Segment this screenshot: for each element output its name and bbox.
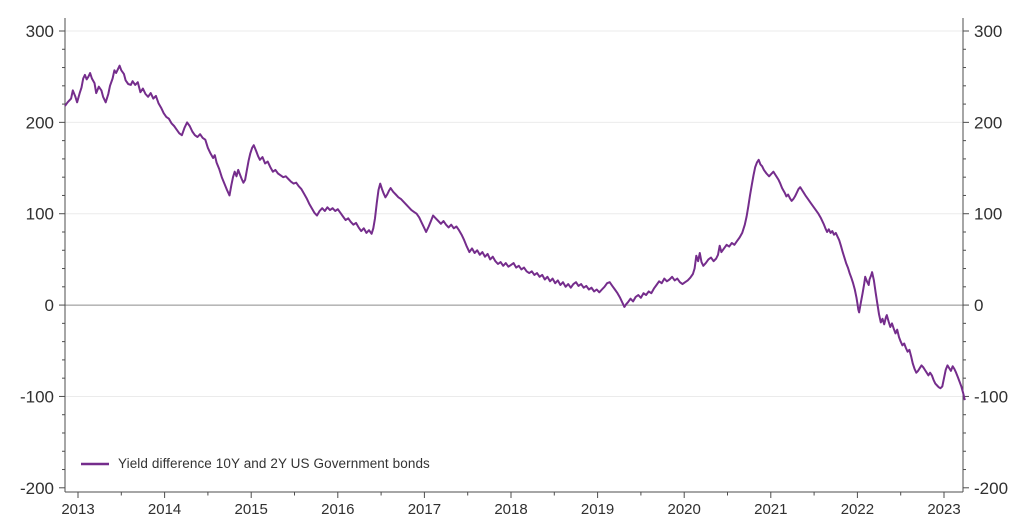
y-axis-label-left: 300 xyxy=(26,22,54,41)
y-axis-label-left: 100 xyxy=(26,205,54,224)
x-axis-label: 2015 xyxy=(235,501,268,518)
y-axis-label-left: 0 xyxy=(45,296,54,315)
x-axis-label: 2013 xyxy=(61,501,94,518)
y-axis-label-right: 100 xyxy=(974,205,1002,224)
x-axis-label: 2019 xyxy=(581,501,614,518)
x-axis-label: 2022 xyxy=(841,501,874,518)
x-axis-label: 2014 xyxy=(148,501,181,518)
y-axis-label-left: -100 xyxy=(20,387,54,406)
series-line xyxy=(64,64,966,401)
y-axis-label-left: -200 xyxy=(20,479,54,498)
x-axis-label: 2017 xyxy=(408,501,441,518)
y-axis-label-left: 200 xyxy=(26,113,54,132)
y-axis-label-right: -200 xyxy=(974,479,1008,498)
y-axis-label-right: 0 xyxy=(974,296,983,315)
x-axis-label: 2023 xyxy=(927,501,960,518)
x-axis-label: 2020 xyxy=(668,501,701,518)
x-axis-label: 2018 xyxy=(494,501,527,518)
y-axis-label-right: 300 xyxy=(974,22,1002,41)
y-axis-label-right: -100 xyxy=(974,387,1008,406)
x-axis-label: 2021 xyxy=(754,501,787,518)
x-axis-label: 2016 xyxy=(321,501,354,518)
y-axis-label-right: 200 xyxy=(974,113,1002,132)
